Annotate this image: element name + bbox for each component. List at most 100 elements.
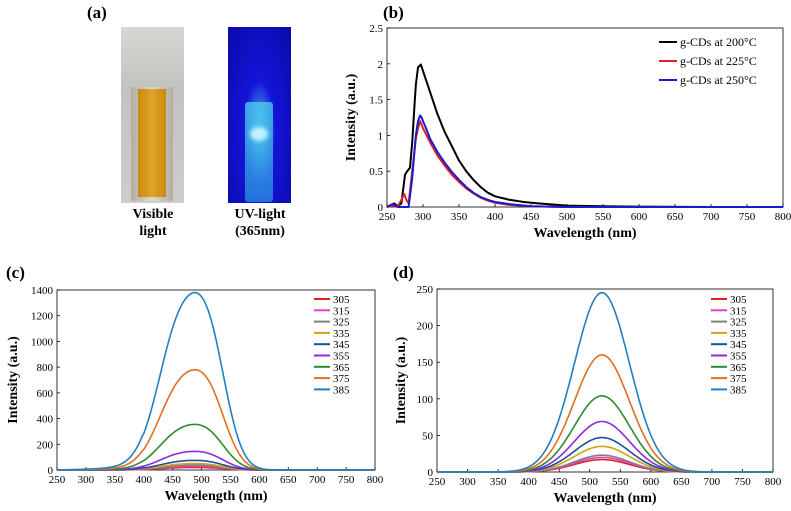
legend-label: 335	[730, 328, 747, 340]
x-tick-label: 700	[309, 474, 326, 486]
legend-label: 365	[730, 362, 747, 374]
uv-light-photo	[228, 27, 291, 203]
y-tick-label: 1000	[31, 336, 54, 348]
x-tick-label: 250	[379, 211, 396, 223]
cuvette-liquid	[138, 89, 166, 197]
legend-label: 375	[333, 373, 350, 385]
x-tick-label: 800	[367, 474, 384, 486]
y-tick-label: 200	[417, 321, 434, 333]
y-tick-label: 1200	[31, 311, 54, 323]
x-tick-label: 250	[49, 474, 66, 486]
x-tick-label: 400	[135, 474, 152, 486]
x-tick-label: 750	[739, 211, 756, 223]
visible-caption-line2: light	[139, 224, 167, 239]
y-tick-label: 200	[37, 439, 54, 451]
x-tick-label: 450	[523, 211, 540, 223]
x-tick-label: 350	[451, 211, 468, 223]
x-tick-label: 550	[595, 211, 612, 223]
legend-label: 365	[333, 362, 350, 374]
x-tick-label: 500	[559, 211, 576, 223]
x-tick-label: 800	[775, 211, 791, 223]
series-line-375	[57, 368, 375, 471]
y-tick-label: 0	[378, 202, 384, 214]
legend-label: g-CDs at 200°C	[680, 35, 757, 49]
legend-label: g-CDs at 250°C	[680, 73, 757, 87]
x-tick-label: 550	[222, 474, 239, 486]
plot-frame-c	[56, 289, 376, 471]
series-line-365	[437, 395, 773, 473]
legend-label: 355	[333, 351, 350, 363]
y-tick-label: 2.5	[369, 23, 383, 35]
x-tick-label: 700	[704, 476, 721, 488]
uv-cuvette-glow	[245, 102, 273, 202]
y-tick-label: 800	[37, 362, 54, 374]
x-tick-label: 650	[280, 474, 297, 486]
y-tick-label: 2	[378, 59, 384, 71]
legend-label: 325	[333, 317, 350, 329]
series-line-385	[437, 291, 773, 473]
x-tick-label: 600	[251, 474, 268, 486]
y-tick-label: 100	[417, 394, 434, 406]
panel-label-a: (a)	[87, 3, 107, 22]
x-tick-label: 750	[338, 474, 355, 486]
visible-caption: Visible light	[118, 206, 188, 240]
series-line-375	[437, 354, 773, 473]
y-tick-label: 1.5	[369, 95, 383, 107]
chart-b: 250 300 350 400 450 500 550 600 650 700 750 800 0 0.5…	[344, 23, 791, 241]
y-tick-label: 0.5	[369, 166, 383, 178]
legend-label: 375	[730, 373, 747, 385]
x-tick-label: 350	[107, 474, 124, 486]
uv-caption-line2: (365nm)	[235, 224, 285, 239]
x-tick-label: 300	[415, 211, 432, 223]
series-line-385	[57, 291, 375, 471]
y-tick-label: 600	[37, 388, 54, 400]
legend-label: 305	[730, 294, 747, 306]
plot-frame-d	[436, 288, 774, 473]
uv-caption: UV-light (365nm)	[222, 206, 298, 240]
series-line-305	[437, 458, 773, 473]
panel-label-d: (d)	[393, 263, 414, 282]
y-axis-label: Intensity (a.u.)	[344, 73, 359, 161]
x-tick-label: 600	[631, 211, 648, 223]
y-axis-label: Intensity (a.u.)	[6, 336, 21, 424]
visible-light-photo	[121, 27, 184, 203]
x-tick-label: 650	[673, 476, 690, 488]
x-tick-label: 600	[643, 476, 660, 488]
uv-cuvette-bright	[250, 127, 268, 141]
x-tick-label: 500	[193, 474, 210, 486]
y-tick-label: 0	[428, 467, 434, 479]
legend-label: 385	[333, 384, 350, 396]
series-line-g-CDs-at-250-C	[386, 114, 783, 208]
legend-label: 345	[333, 339, 350, 351]
x-axis-label: Wavelength (nm)	[164, 489, 267, 504]
x-tick-label: 350	[490, 476, 507, 488]
y-axis-label: Intensity (a.u.)	[394, 336, 409, 424]
legend-label: 305	[333, 294, 350, 306]
x-tick-label: 800	[765, 476, 782, 488]
legend-label: 345	[730, 339, 747, 351]
x-tick-label: 500	[581, 476, 598, 488]
x-axis-label: Wavelength (nm)	[533, 226, 636, 241]
chart-d: 250 300 350 400 450 500 550 600 650 700 750 800 0 50 1…	[394, 284, 782, 506]
x-tick-label: 400	[520, 476, 537, 488]
series-line-g-CDs-at-200-C	[386, 63, 783, 208]
chart-c: 250 300 350 400 450 500 550 600 650 700 750 800 0 200…	[6, 285, 384, 504]
x-tick-label: 550	[612, 476, 629, 488]
x-tick-label: 450	[551, 476, 568, 488]
y-tick-label: 1400	[31, 285, 54, 297]
x-tick-label: 250	[429, 476, 446, 488]
y-tick-label: 400	[37, 414, 54, 426]
y-tick-label: 250	[417, 284, 434, 296]
legend-label: g-CDs at 225°C	[680, 54, 757, 68]
panel-label-c: (c)	[6, 263, 25, 282]
y-tick-label: 1	[378, 130, 384, 142]
x-tick-label: 300	[459, 476, 476, 488]
uv-caption-line1: UV-light	[234, 207, 286, 222]
y-tick-label: 50	[422, 430, 434, 442]
legend-label: 325	[730, 317, 747, 329]
legend-label: 355	[730, 351, 747, 363]
x-axis-label: Wavelength (nm)	[553, 491, 656, 506]
x-tick-label: 650	[667, 211, 684, 223]
legend-label: 385	[730, 384, 747, 396]
